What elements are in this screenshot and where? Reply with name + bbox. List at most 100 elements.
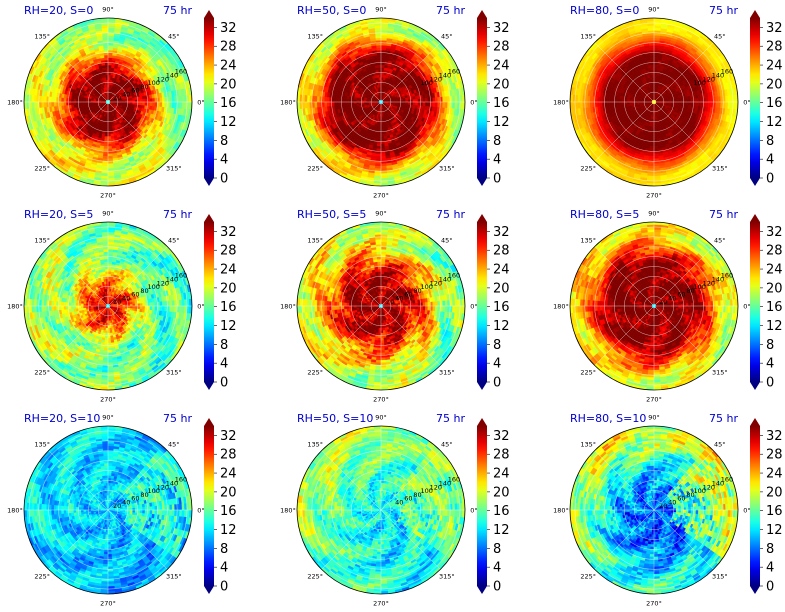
heatmap-cell bbox=[378, 72, 382, 76]
heatmap-cell bbox=[107, 138, 112, 142]
heatmap-cell bbox=[70, 98, 74, 103]
heatmap-cell bbox=[78, 99, 82, 103]
heatmap-cell bbox=[83, 99, 87, 103]
heatmap-cell bbox=[425, 101, 429, 107]
polar-frame bbox=[296, 17, 466, 187]
heatmap-cell bbox=[348, 98, 352, 103]
heatmap-cell bbox=[376, 146, 382, 150]
heatmap-cell bbox=[417, 101, 421, 106]
heatmap-cell bbox=[333, 97, 337, 103]
heatmap-cell bbox=[105, 128, 109, 132]
heatmap-cell bbox=[68, 98, 72, 103]
heatmap-cell bbox=[102, 155, 109, 160]
heatmap-cell bbox=[427, 97, 431, 103]
angular-gridline bbox=[107, 101, 168, 162]
heatmap-cell bbox=[398, 101, 401, 104]
heatmap-cell bbox=[377, 69, 382, 73]
heatmap-cell bbox=[103, 52, 109, 56]
heatmap-cell bbox=[102, 44, 109, 49]
heatmap-cell bbox=[326, 101, 330, 107]
heatmap-cell bbox=[361, 100, 364, 103]
heatmap-cell bbox=[376, 47, 382, 51]
angle-tick-label: 180° bbox=[7, 99, 23, 107]
angular-gridline bbox=[321, 42, 382, 103]
heatmap-cell bbox=[107, 67, 112, 71]
panel-title: RH=20, S=0 bbox=[24, 4, 93, 17]
angle-tick-label: 225° bbox=[34, 164, 50, 172]
heatmap-cell bbox=[139, 101, 143, 106]
heatmap-cell bbox=[376, 148, 382, 152]
heatmap-cell bbox=[407, 101, 411, 105]
heatmap-cell bbox=[380, 54, 386, 58]
heatmap-cell bbox=[377, 131, 382, 135]
heatmap-cell bbox=[154, 97, 158, 103]
angle-tick-label: 270° bbox=[100, 192, 116, 200]
heatmap-cell bbox=[134, 101, 138, 105]
heatmap-cell bbox=[356, 99, 360, 103]
heatmap-cell bbox=[107, 82, 110, 85]
heatmap-cell bbox=[380, 131, 385, 135]
heatmap-cell bbox=[425, 97, 429, 103]
heatmap-cell bbox=[432, 97, 436, 103]
colorbar-tick-label: 4 bbox=[220, 153, 228, 168]
heatmap-cell bbox=[88, 100, 91, 103]
colorbar bbox=[477, 18, 487, 178]
angular-gridline bbox=[107, 42, 168, 103]
heatmap-cell bbox=[70, 101, 74, 106]
heatmap-cell bbox=[380, 44, 387, 49]
heatmap-cell bbox=[78, 101, 82, 105]
colorbar-tick-label: 16 bbox=[220, 96, 237, 111]
heatmap-cell bbox=[427, 101, 431, 107]
heatmap-cell bbox=[380, 136, 385, 140]
heatmap-cell bbox=[410, 98, 414, 103]
heatmap-cell bbox=[380, 143, 386, 147]
heatmap-cell bbox=[380, 52, 386, 56]
heatmap-cell bbox=[377, 67, 382, 71]
heatmap-cell bbox=[380, 69, 385, 73]
colorbar-tick-label: 24 bbox=[220, 59, 237, 74]
heatmap-cell bbox=[53, 97, 57, 103]
heatmap-cell bbox=[104, 69, 109, 73]
heatmap-cell bbox=[132, 101, 136, 105]
heatmap-cell bbox=[53, 101, 57, 107]
heatmap-cell bbox=[376, 57, 382, 61]
heatmap-cell bbox=[107, 57, 113, 61]
heatmap-cell bbox=[380, 128, 384, 132]
heatmap-cell bbox=[103, 146, 109, 150]
heatmap-cell bbox=[107, 77, 111, 81]
radial-tick-label: 160 bbox=[175, 68, 187, 76]
heatmap-cell bbox=[333, 101, 337, 107]
heatmap-cell bbox=[380, 47, 386, 51]
angle-tick-label: 225° bbox=[307, 164, 323, 172]
heatmap-cell bbox=[107, 153, 113, 157]
angle-tick-label: 90° bbox=[375, 6, 387, 14]
heatmap-cell bbox=[107, 146, 113, 150]
heatmap-cell bbox=[152, 97, 156, 103]
heatmap-cell bbox=[106, 119, 109, 122]
heatmap-cell bbox=[104, 62, 109, 66]
heatmap-cell bbox=[434, 101, 439, 108]
heatmap-cell bbox=[104, 138, 109, 142]
heatmap-cell bbox=[142, 101, 146, 106]
heatmap-cell bbox=[380, 155, 387, 160]
angular-gridline bbox=[48, 101, 109, 162]
heatmap-cell bbox=[415, 101, 419, 106]
radial-tick-label: 100 bbox=[147, 79, 159, 87]
heatmap-cell bbox=[343, 98, 347, 103]
polar-plot: 0°45°90°135°180°225°270°315°20 40 60 801001… bbox=[7, 4, 237, 200]
heatmap-cell bbox=[105, 126, 109, 130]
angle-tick-label: 315° bbox=[439, 164, 455, 172]
angle-tick-label: 0° bbox=[470, 99, 477, 107]
heatmap-cell bbox=[380, 57, 386, 61]
heatmap-cell bbox=[331, 101, 335, 107]
heatmap-cell bbox=[412, 101, 416, 106]
heatmap-cell bbox=[152, 101, 156, 107]
heatmap-cell bbox=[378, 121, 382, 125]
heatmap-cell bbox=[144, 101, 148, 106]
heatmap-cell bbox=[85, 99, 89, 103]
heatmap-cell bbox=[422, 97, 426, 103]
heatmap-cell bbox=[341, 98, 345, 103]
heatmap-cell bbox=[351, 99, 355, 103]
heatmap-cell bbox=[154, 101, 158, 107]
heatmap-cell bbox=[377, 138, 382, 142]
